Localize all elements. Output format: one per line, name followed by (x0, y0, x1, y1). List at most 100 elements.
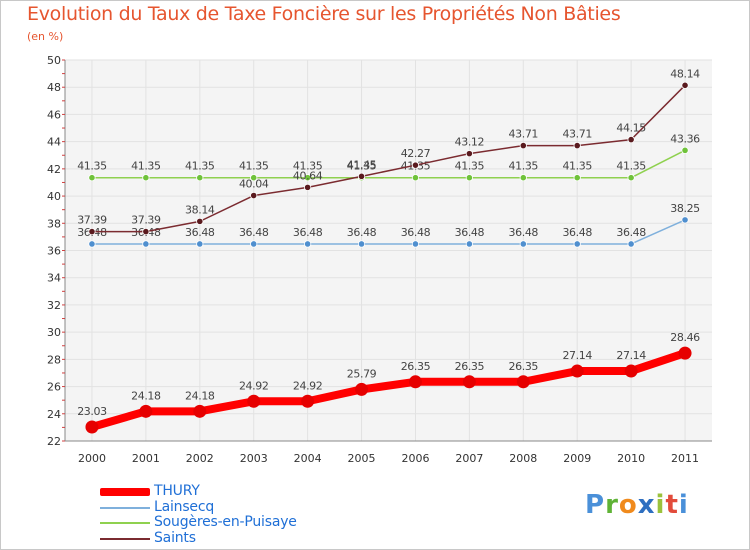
data-point (678, 346, 692, 360)
data-label: 41.35 (455, 160, 485, 173)
data-point (250, 174, 258, 182)
legend-label-lainsecq: Lainsecq (154, 498, 215, 515)
data-label: 24.92 (293, 379, 323, 392)
y-tick-label: 46 (47, 108, 61, 121)
series-line-lainsecq (91, 219, 686, 245)
data-point (250, 240, 258, 248)
data-label: 43.71 (562, 128, 592, 141)
y-tick-label: 22 (47, 435, 61, 448)
x-tick-label: 2000 (78, 452, 106, 465)
logo-letter: r (605, 490, 619, 520)
data-point (193, 404, 207, 418)
y-tick-label: 48 (47, 81, 61, 94)
y-axis-unit: (en %) (27, 30, 64, 43)
data-point (304, 240, 312, 248)
data-label: 40.64 (293, 169, 323, 182)
data-label: 36.48 (347, 226, 377, 239)
data-point (573, 240, 581, 248)
data-label: 41.35 (347, 160, 377, 173)
data-label: 28.46 (670, 331, 700, 344)
data-point (88, 227, 96, 236)
data-label: 41.35 (131, 160, 161, 173)
data-point (357, 240, 366, 248)
data-label: 41.35 (239, 160, 269, 173)
data-point (624, 364, 638, 378)
data-point (681, 81, 689, 89)
data-point (304, 174, 312, 182)
data-label: 43.71 (509, 128, 539, 141)
data-point (142, 174, 150, 182)
data-label: 26.35 (509, 360, 539, 373)
logo-letter: o (618, 490, 638, 520)
data-point (408, 375, 422, 389)
data-point (247, 394, 261, 408)
data-label: 41.35 (509, 160, 539, 173)
x-tick-label: 2003 (240, 452, 268, 465)
data-point (196, 174, 204, 182)
data-point (516, 375, 530, 389)
data-label: 36.48 (616, 226, 646, 239)
y-tick-label: 34 (47, 272, 61, 285)
data-point (573, 141, 581, 150)
data-point (519, 240, 527, 248)
data-label: 23.03 (77, 405, 107, 418)
data-label: 36.48 (401, 226, 431, 239)
data-point (681, 216, 689, 224)
x-tick-label: 2004 (294, 452, 322, 465)
data-label: 40.04 (239, 178, 269, 191)
y-tick-label: 36 (47, 245, 61, 258)
data-label: 38.25 (670, 202, 700, 215)
data-point (573, 174, 581, 182)
data-label: 36.48 (562, 226, 592, 239)
legend-label-saints: Saints (154, 529, 196, 546)
logo-letter: i (678, 490, 689, 520)
data-point (196, 240, 204, 248)
data-label: 24.18 (185, 389, 215, 402)
data-label: 41.35 (77, 160, 107, 173)
data-point (88, 240, 96, 248)
y-tick-label: 44 (47, 136, 61, 149)
x-tick-label: 2002 (186, 452, 214, 465)
data-point (465, 240, 473, 248)
data-point (355, 382, 369, 396)
data-label: 43.36 (670, 132, 700, 145)
data-label: 24.92 (239, 379, 269, 392)
legend-swatch-lainsecq (100, 506, 150, 509)
data-label: 41.35 (185, 160, 215, 173)
series-line-saints (91, 84, 686, 233)
data-label: 27.14 (616, 349, 646, 362)
data-label: 37.39 (131, 214, 161, 227)
data-label: 36.48 (509, 226, 539, 239)
data-point (142, 240, 150, 248)
legend-label-sougeres: Sougères-en-Puisaye (154, 514, 297, 530)
data-label: 36.48 (185, 226, 215, 239)
data-point (570, 364, 584, 378)
data-point (627, 174, 635, 182)
data-point (627, 136, 635, 144)
data-label: 41.35 (616, 160, 646, 173)
legend-swatch-saints (100, 537, 150, 540)
data-point (142, 227, 150, 236)
y-tick-label: 28 (47, 353, 61, 366)
y-tick-label: 40 (47, 190, 61, 203)
data-point (519, 174, 527, 182)
data-point (465, 174, 473, 182)
logo-letter: P (585, 490, 606, 520)
y-tick-label: 24 (47, 408, 61, 421)
y-tick-label: 42 (47, 163, 61, 176)
y-tick-label: 38 (47, 217, 61, 230)
data-label: 25.79 (347, 367, 377, 380)
logo-letter: t (665, 490, 679, 520)
data-label: 44.15 (616, 122, 646, 135)
data-point (88, 174, 96, 182)
legend-swatch-sougeres (100, 522, 150, 524)
legend-label-thury: THURY (154, 483, 200, 499)
x-tick-label: 2006 (401, 452, 429, 465)
data-label: 24.18 (131, 389, 161, 402)
data-point (139, 404, 153, 418)
data-label: 41.45 (347, 158, 377, 171)
data-label: 48.14 (670, 67, 700, 80)
data-point (411, 174, 420, 182)
x-tick-label: 2001 (132, 452, 160, 465)
